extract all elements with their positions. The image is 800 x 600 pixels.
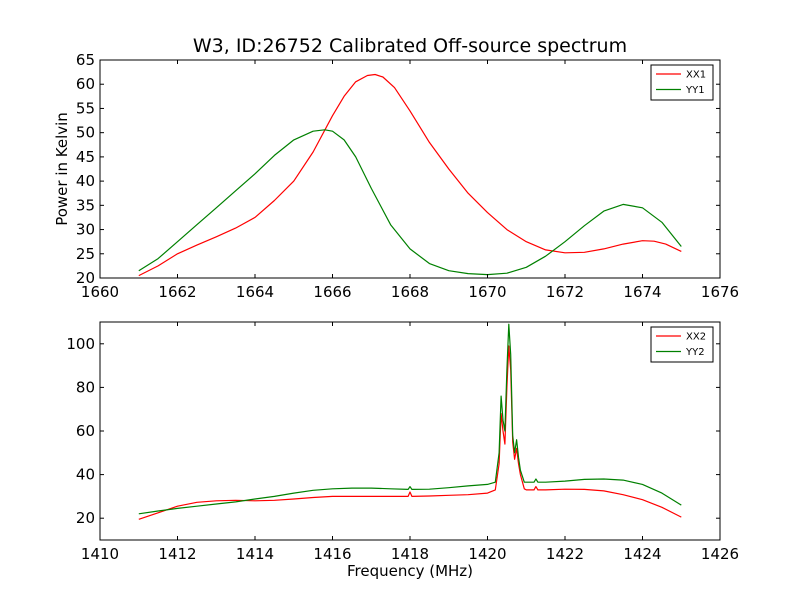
top-y-tick-label: 60	[76, 75, 95, 93]
top-x-tick-label: 1660	[81, 283, 119, 301]
bottom-y-tick-label: 60	[76, 422, 95, 440]
top-y-tick-label: 35	[76, 196, 95, 214]
top-x-tick-label: 1676	[701, 283, 739, 301]
chart-title: W3, ID:26752 Calibrated Off-source spect…	[193, 35, 627, 57]
bottom-panel: Frequency (MHz) 1410 1412 1414 1416 1418 1420…	[66, 321, 739, 580]
bottom-legend-box	[650, 326, 714, 363]
bottom-y-tick-label: 20	[76, 509, 95, 527]
top-x-tick-label: 1672	[546, 283, 584, 301]
top-y-tick-label: 30	[76, 221, 95, 239]
bottom-x-tick-label: 1426	[701, 545, 739, 563]
bottom-x-tick-label: 1418	[391, 545, 429, 563]
bottom-y-tick-label: 80	[76, 378, 95, 396]
top-y-tick-label: 55	[76, 99, 95, 117]
top-legend-box	[650, 64, 714, 101]
bottom-y-tick-label: 40	[76, 466, 95, 484]
legend-label-xx1: XX1	[686, 70, 706, 81]
top-y-tick-label: 65	[76, 51, 95, 69]
legend-label-xx2: XX2	[686, 332, 706, 343]
series-line-yy1	[138, 129, 682, 276]
bottom-x-tick-label: 1416	[313, 545, 351, 563]
top-y-tick-label: 40	[76, 172, 95, 190]
top-panel: Power in Kelvin 1660 1662 1664 1666 1668 1670…	[53, 51, 739, 301]
bottom-x-tick-label: 1420	[468, 545, 506, 563]
series-line-xx2	[138, 345, 682, 520]
bottom-x-tick-label: 1410	[81, 545, 119, 563]
bottom-x-tick-label: 1412	[158, 545, 196, 563]
top-y-tick-label: 45	[76, 148, 95, 166]
bottom-x-tick-label: 1424	[623, 545, 661, 563]
top-y-axis-label: Power in Kelvin	[53, 112, 71, 226]
series-line-yy2	[138, 323, 682, 515]
top-x-tick-label: 1668	[391, 283, 429, 301]
series-line-xx1	[138, 73, 682, 277]
bottom-x-axis-label: Frequency (MHz)	[347, 562, 473, 580]
top-x-tick-label: 1666	[313, 283, 351, 301]
top-y-tick-label: 25	[76, 245, 95, 263]
legend-label-yy2: YY2	[685, 347, 705, 358]
bottom-y-tick-label: 100	[66, 335, 95, 353]
top-y-tick-label: 50	[76, 124, 95, 142]
top-x-tick-label: 1664	[236, 283, 274, 301]
top-x-tick-label: 1674	[623, 283, 661, 301]
top-y-tick-label: 20	[76, 269, 95, 287]
bottom-x-tick-label: 1414	[236, 545, 274, 563]
legend-label-yy1: YY1	[685, 85, 705, 96]
top-x-tick-label: 1662	[158, 283, 196, 301]
bottom-x-tick-label: 1422	[546, 545, 584, 563]
top-x-tick-label: 1670	[468, 283, 506, 301]
